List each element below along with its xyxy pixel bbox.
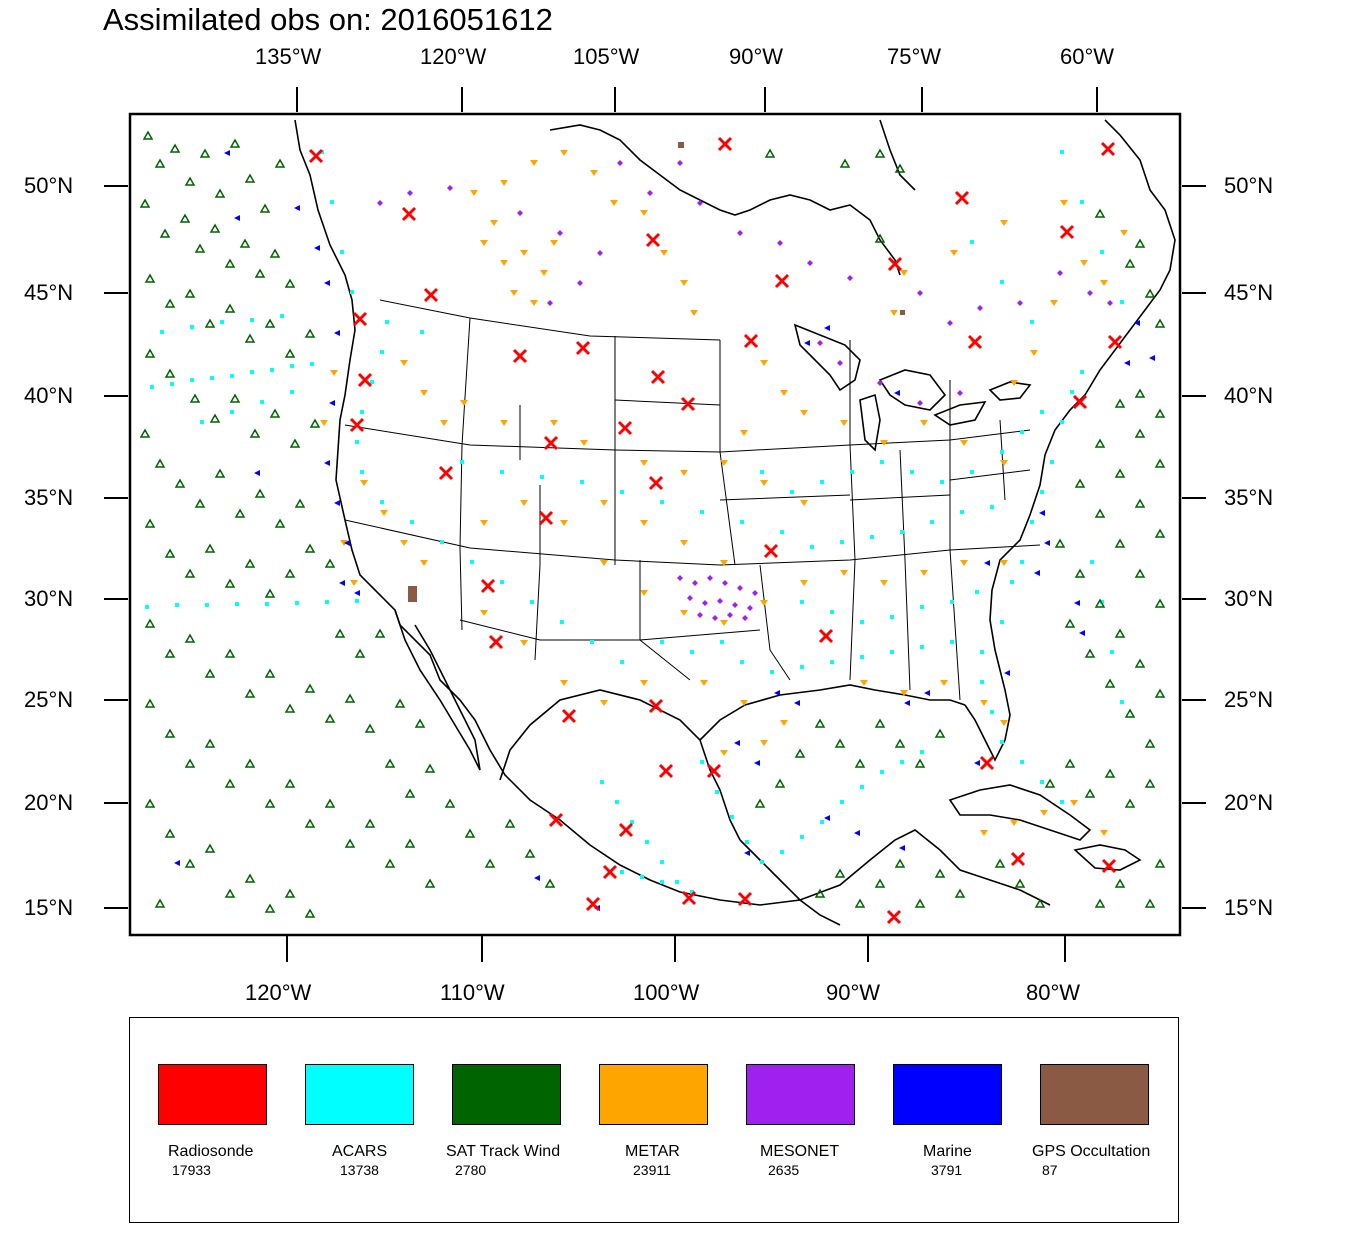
left-lat-label: 15°N (24, 895, 74, 920)
left-lat-label: 50°N (24, 173, 74, 198)
left-lat-label: 40°N (24, 383, 74, 408)
left-lat-label: 30°N (24, 586, 74, 611)
left-lat-label: 45°N (24, 280, 74, 305)
legend: Radiosonde 17933 ACARS 13738 SAT Track W… (129, 1017, 1179, 1223)
acars-conus-cluster (320, 150, 1124, 714)
top-lon-label: 90°W (729, 44, 784, 69)
left-lat-label: 25°N (24, 687, 74, 712)
bottom-lon-label: 100°W (633, 980, 700, 1005)
mesonet-swatch (746, 1064, 855, 1125)
gps-occultation-swatch (1040, 1064, 1149, 1125)
right-lat-label: 25°N (1224, 687, 1274, 712)
metar-swatch (599, 1064, 708, 1125)
right-lat-label: 20°N (1224, 790, 1274, 815)
coastlines (294, 119, 1176, 926)
top-lon-label: 105°W (573, 44, 640, 69)
right-lat-label: 15°N (1224, 895, 1274, 920)
gps-occultation-markers (408, 142, 905, 602)
marine-markers (174, 150, 1155, 911)
acars-track-gulf (600, 740, 1064, 894)
legend-count: 2635 (768, 1162, 800, 1178)
legend-label: SAT Track Wind (446, 1143, 561, 1160)
right-lat-label: 35°N (1224, 485, 1274, 510)
top-lon-label: 60°W (1060, 44, 1115, 69)
map-frame (128, 112, 1182, 937)
bottom-lon-label: 90°W (826, 980, 881, 1005)
acars-track-pacific (145, 314, 359, 609)
right-lat-label: 50°N (1224, 173, 1274, 198)
radiosonde-markers (308, 136, 1123, 925)
page-title: Assimilated obs on: 2016051612 (103, 2, 553, 37)
sat-track-wind-swatch (452, 1064, 561, 1125)
legend-label: METAR (625, 1143, 680, 1160)
radiosonde-swatch (158, 1064, 267, 1125)
bottom-lon-label: 80°W (1026, 980, 1081, 1005)
legend-label: MESONET (760, 1143, 840, 1160)
legend-count: 3791 (931, 1162, 963, 1178)
legend-count: 23911 (633, 1162, 671, 1178)
legend-label: GPS Occultation (1032, 1143, 1151, 1160)
bottom-lon-label: 110°W (440, 980, 505, 1005)
top-lon-label: 120°W (420, 44, 487, 69)
top-lon-label: 135°W (255, 44, 322, 69)
state-borders (344, 299, 1041, 701)
mesonet-oklahoma-cluster (677, 575, 758, 621)
top-lon-label: 75°W (887, 44, 942, 69)
observation-map (104, 87, 1206, 962)
legend-label: Radiosonde (168, 1143, 254, 1160)
legend-count: 17933 (172, 1162, 211, 1178)
mesonet-markers (377, 160, 1113, 621)
legend-count: 13738 (340, 1162, 379, 1178)
sat-track-wind-markers (139, 130, 1166, 918)
acars-swatch (305, 1064, 414, 1125)
legend-label: Marine (923, 1143, 972, 1160)
legend-count: 87 (1042, 1162, 1058, 1178)
left-lat-label: 20°N (24, 790, 74, 815)
left-lat-label: 35°N (24, 485, 74, 510)
right-lat-label: 45°N (1224, 280, 1274, 305)
marine-swatch (893, 1064, 1002, 1125)
acars-markers (145, 150, 1124, 894)
right-lat-label: 30°N (1224, 586, 1274, 611)
legend-label: ACARS (332, 1143, 388, 1160)
legend-count: 2780 (455, 1162, 487, 1178)
bottom-lon-label: 120°W (245, 980, 312, 1005)
tick-marks (104, 87, 1206, 962)
right-lat-label: 40°N (1224, 383, 1274, 408)
